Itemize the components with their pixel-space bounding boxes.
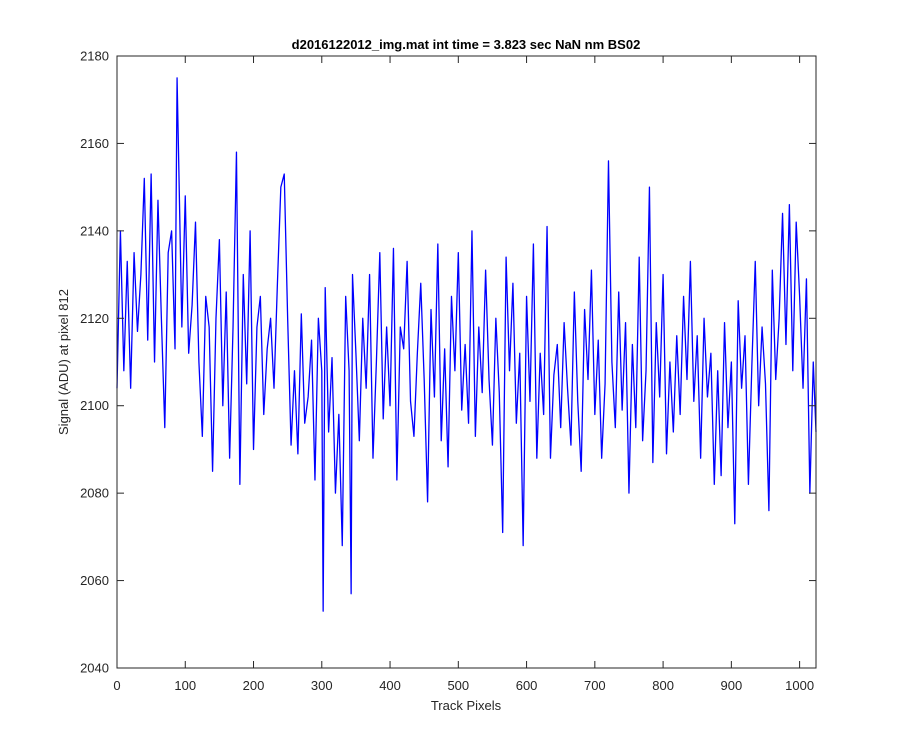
y-tick-label: 2040 — [80, 661, 109, 676]
x-tick-label: 500 — [447, 678, 469, 693]
y-tick-label: 2080 — [80, 486, 109, 501]
x-tick-label: 1000 — [785, 678, 814, 693]
y-tick-label: 2100 — [80, 398, 109, 413]
series-layer — [116, 77, 817, 612]
y-axis: 2040 2060 2080 2100 2120 2140 2160 2180 — [80, 49, 816, 676]
series-line — [116, 77, 817, 612]
y-tick-label: 2060 — [80, 573, 109, 588]
y-tick-label: 2180 — [80, 49, 109, 64]
x-tick-label: 0 — [113, 678, 120, 693]
plot-area-frame — [116, 55, 817, 669]
x-tick-label: 400 — [379, 678, 401, 693]
chart-title: d2016122012_img.mat int time = 3.823 sec… — [292, 37, 641, 52]
x-tick-label: 300 — [311, 678, 333, 693]
x-axis: 0 100 200 300 400 500 600 700 800 900 1000 — [113, 56, 814, 693]
y-tick-label: 2160 — [80, 136, 109, 151]
y-axis-label: Signal (ADU) at pixel 812 — [56, 289, 71, 435]
x-tick-label: 100 — [174, 678, 196, 693]
x-tick-label: 600 — [516, 678, 538, 693]
x-tick-label: 800 — [652, 678, 674, 693]
x-tick-label: 900 — [721, 678, 743, 693]
y-tick-label: 2140 — [80, 223, 109, 238]
y-tick-label: 2120 — [80, 311, 109, 326]
x-axis-label: Track Pixels — [431, 698, 502, 713]
x-tick-label: 200 — [243, 678, 265, 693]
x-tick-label: 700 — [584, 678, 606, 693]
